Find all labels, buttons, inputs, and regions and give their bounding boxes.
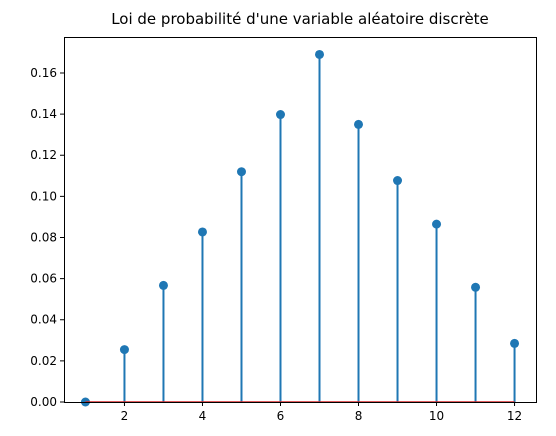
stem-marker [197, 227, 207, 237]
y-tick-label: 0.06 [30, 272, 57, 286]
stem-lines-group [123, 54, 516, 402]
stem-marker [432, 219, 442, 229]
y-tick-label: 0.02 [30, 354, 57, 368]
x-tick-label: 8 [355, 409, 363, 423]
x-tick-label: 6 [277, 409, 285, 423]
y-tick-label: 0.14 [30, 107, 57, 121]
x-tick-label: 10 [429, 409, 444, 423]
chart-title: Loi de probabilité d'une variable aléato… [111, 10, 489, 28]
x-tick-label: 12 [507, 409, 522, 423]
stem-marker [354, 119, 364, 129]
y-tick-label: 0.10 [30, 189, 57, 203]
stem-marker [119, 345, 129, 355]
plot-frame [64, 37, 537, 403]
stem-marker [471, 282, 481, 292]
stem-marker [158, 280, 168, 290]
x-tick-label: 2 [121, 409, 129, 423]
x-tick-label: 4 [199, 409, 207, 423]
stem-marker [510, 338, 520, 348]
y-tick-label: 0.00 [30, 395, 57, 409]
x-axis: 2 4 6 8 10 12 [121, 402, 522, 423]
y-tick-label: 0.08 [30, 230, 57, 244]
y-axis: 0.00 0.02 0.04 0.06 0.08 0.10 0.12 0.14 0.16 [30, 66, 64, 409]
stem-marker [393, 176, 403, 186]
y-tick-label: 0.04 [30, 313, 57, 327]
stem-marker [315, 49, 325, 59]
stem-marker [236, 167, 246, 177]
y-tick-label: 0.16 [30, 66, 57, 80]
y-tick-label: 0.12 [30, 148, 57, 162]
markers-group [80, 49, 520, 407]
stem-marker [275, 110, 285, 120]
